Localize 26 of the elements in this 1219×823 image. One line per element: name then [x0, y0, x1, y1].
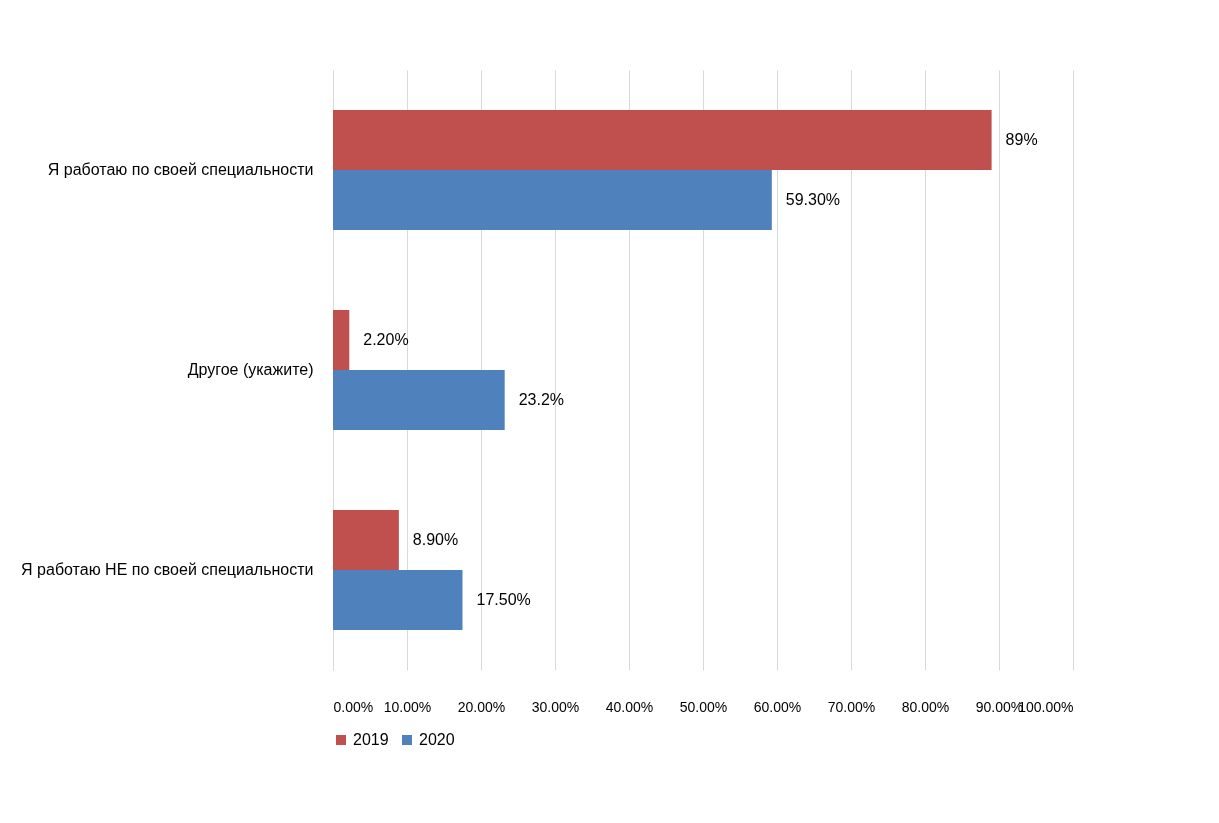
legend-label: 2019 [353, 731, 389, 748]
data-label: 8.90% [412, 531, 459, 548]
x-tick-label: 0.00% [333, 698, 374, 715]
bar [333, 370, 505, 430]
x-tick-label: 30.00% [531, 698, 580, 715]
x-tick-label: 10.00% [383, 698, 432, 715]
x-tick-label: 20.00% [457, 698, 506, 715]
x-tick-label: 60.00% [753, 698, 802, 715]
data-label: 89% [1005, 131, 1038, 148]
y-tick-label: Я работаю НЕ по своей специальности [21, 561, 314, 578]
data-label: 2.20% [363, 331, 409, 348]
data-label: 17.50% [476, 591, 531, 608]
bar [333, 570, 463, 630]
x-tick-label: 40.00% [605, 698, 654, 715]
x-tick-label: 50.00% [679, 698, 728, 715]
y-tick-label: Другое (укажите) [187, 361, 314, 378]
bar [333, 510, 399, 570]
x-tick-label: 80.00% [901, 698, 950, 715]
legend-label: 2020 [419, 731, 455, 748]
x-tick-label: 70.00% [827, 698, 876, 715]
bar [333, 110, 992, 170]
data-label: 59.30% [785, 191, 841, 208]
bar [333, 310, 350, 370]
bar [333, 170, 772, 230]
data-label: 23.2% [518, 391, 565, 408]
y-tick-label: Я работаю по своей специальности [47, 161, 314, 178]
